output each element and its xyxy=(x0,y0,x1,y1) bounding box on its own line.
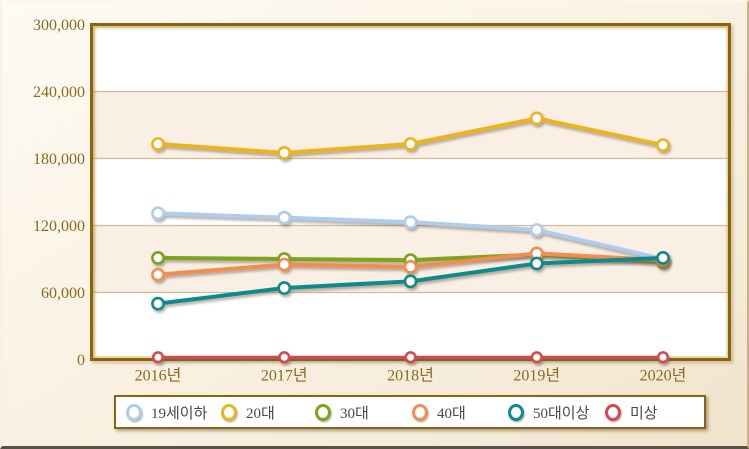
legend-item-age-50plus: 50대이상 xyxy=(508,402,605,423)
y-axis-tick-label: 300,000 xyxy=(33,17,85,34)
legend-item-age-20s: 20대 xyxy=(221,402,315,423)
x-axis-tick-label: 2018년 xyxy=(387,367,434,385)
data-point-age-20s-2018년 xyxy=(403,137,418,151)
legend-label-age-40s: 40대 xyxy=(437,405,466,422)
data-point-age-under19-2017년 xyxy=(277,210,292,225)
data-point-age-unknown-2016년 xyxy=(151,351,165,364)
data-point-age-under19-2018년 xyxy=(403,215,418,230)
data-point-age-20s-2017년 xyxy=(277,146,292,160)
legend-marker-icon-age-40s xyxy=(412,403,428,421)
legend-label-age-under19: 19세이하 xyxy=(151,405,208,422)
data-point-age-under19-2016년 xyxy=(151,206,165,221)
legend-label-age-20s: 20대 xyxy=(246,405,275,422)
x-axis-tick-label: 2020년 xyxy=(640,367,687,385)
data-point-age-50plus-2019년 xyxy=(529,256,544,271)
y-axis-tick-label: 180,000 xyxy=(33,151,85,168)
data-point-age-unknown-2017년 xyxy=(278,351,291,364)
legend-item-age-40s: 40대 xyxy=(412,402,508,423)
data-point-age-30s-2016년 xyxy=(151,250,165,265)
legend-marker-icon-age-under19 xyxy=(126,403,142,421)
data-point-age-50plus-2018년 xyxy=(403,274,418,289)
data-point-age-unknown-2018년 xyxy=(404,351,417,364)
x-axis-tick-label: 2019년 xyxy=(513,367,560,385)
data-point-age-40s-2017년 xyxy=(277,257,292,272)
data-point-age-unknown-2019년 xyxy=(530,351,543,364)
y-axis-tick-label: 0 xyxy=(77,352,85,369)
legend-marker-icon-age-30s xyxy=(315,403,331,421)
data-point-age-50plus-2017년 xyxy=(277,281,292,295)
legend-item-age-unknown: 미상 xyxy=(605,402,704,423)
legend-marker-icon-age-unknown xyxy=(605,403,621,421)
data-point-age-under19-2019년 xyxy=(529,223,544,237)
y-axis-tick-label: 120,000 xyxy=(33,218,85,235)
legend-marker-icon-age-20s xyxy=(221,403,237,421)
legend-item-age-30s: 30대 xyxy=(315,402,412,423)
chart-legend: 19세이하 20대 30대 40대 50대이상 미상 xyxy=(114,395,706,429)
series-age-20s xyxy=(151,111,670,160)
legend-marker-icon-age-50plus xyxy=(508,403,524,421)
legend-item-age-under19: 19세이하 xyxy=(126,402,221,423)
legend-label-age-unknown: 미상 xyxy=(630,405,658,422)
series-age-unknown xyxy=(151,351,670,364)
x-axis-tick-label: 2016년 xyxy=(135,367,182,385)
data-point-age-20s-2020년 xyxy=(656,138,670,152)
legend-label-age-30s: 30대 xyxy=(340,405,369,422)
data-point-age-40s-2016년 xyxy=(151,267,165,282)
series-age-50plus xyxy=(151,250,670,311)
x-axis-tick-label: 2017년 xyxy=(261,367,308,385)
y-axis-tick-label: 60,000 xyxy=(41,285,85,302)
data-point-age-unknown-2020년 xyxy=(656,351,670,364)
legend-label-age-50plus: 50대이상 xyxy=(533,405,590,422)
data-point-age-20s-2016년 xyxy=(151,137,165,151)
data-point-age-50plus-2016년 xyxy=(151,296,165,311)
data-point-age-50plus-2020년 xyxy=(656,250,670,265)
plot-band xyxy=(91,292,730,360)
data-point-age-40s-2018년 xyxy=(403,259,418,274)
plot-band xyxy=(91,24,730,92)
data-point-age-20s-2019년 xyxy=(529,111,544,126)
y-axis-tick-label: 240,000 xyxy=(33,84,85,101)
